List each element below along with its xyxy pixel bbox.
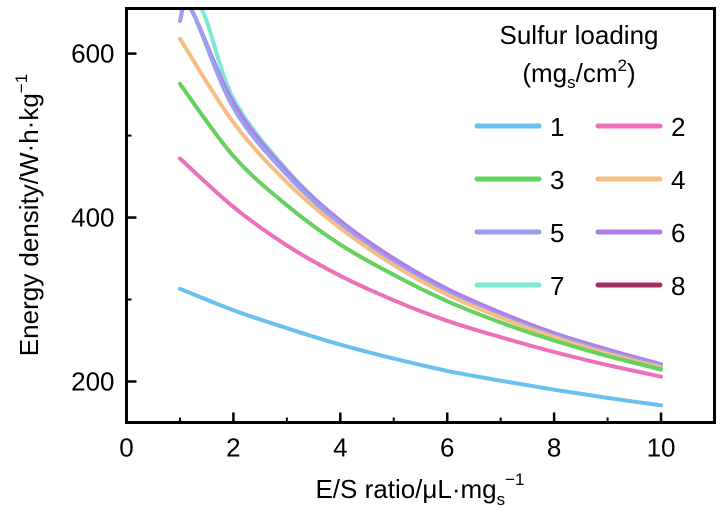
series-line-1 [178, 286, 663, 408]
y-axis-label: Energy density/W·h·kg−1 [12, 74, 44, 356]
legend: Sulfur loading (mgs/cm2) 1 2 3 4 5 6 7 8 [474, 20, 685, 301]
legend-item-3: 3 [474, 165, 564, 195]
x-tick-label: 0 [119, 433, 133, 463]
series-line-4 [178, 36, 663, 370]
legend-label: 4 [671, 165, 685, 195]
x-tick-label: 6 [440, 433, 454, 463]
legend-item-2: 2 [595, 112, 685, 142]
legend-item-8: 8 [595, 271, 685, 301]
legend-items: 1 2 3 4 5 6 7 8 [474, 112, 685, 301]
legend-label: 1 [550, 112, 564, 142]
x-axis-label: E/S ratio/μL·mgs−1 [315, 470, 524, 509]
x-axis-ticks: 0 2 4 6 8 10 [119, 412, 676, 463]
legend-item-4: 4 [595, 165, 685, 195]
legend-subtitle: (mgs/cm2) [522, 56, 635, 92]
legend-item-6: 6 [595, 218, 685, 248]
legend-item-7: 7 [474, 271, 564, 301]
y-tick-label: 200 [71, 367, 114, 397]
x-tick-label: 8 [547, 433, 561, 463]
series-line-3 [178, 81, 663, 372]
x-tick-label: 2 [226, 433, 240, 463]
legend-label: 7 [550, 271, 564, 301]
legend-label: 3 [550, 165, 564, 195]
legend-label: 8 [671, 271, 685, 301]
legend-label: 2 [671, 112, 685, 142]
plot-frame [125, 7, 716, 424]
y-axis-ticks: 200 400 600 [71, 39, 137, 397]
x-tick-label: 4 [333, 433, 347, 463]
y-tick-label: 400 [71, 203, 114, 233]
legend-item-5: 5 [474, 218, 564, 248]
x-tick-label: 10 [647, 433, 676, 463]
series-line-2 [178, 156, 663, 379]
legend-label: 5 [550, 218, 564, 248]
series-layer [178, 8, 663, 408]
legend-item-1: 1 [474, 112, 564, 142]
y-tick-label: 600 [71, 39, 114, 69]
legend-title: Sulfur loading [500, 20, 659, 50]
legend-label: 6 [671, 218, 685, 248]
